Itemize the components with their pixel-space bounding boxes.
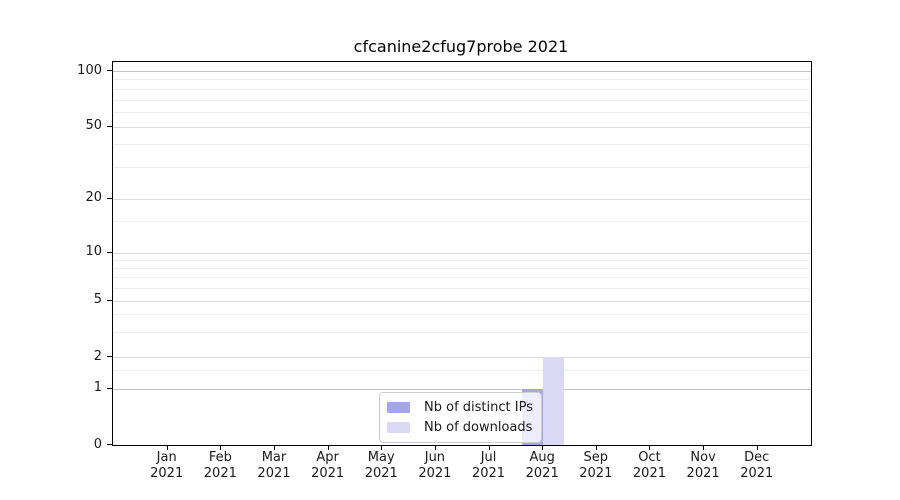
x-axis-tick-label: Feb 2021 — [180, 450, 260, 482]
x-tick-mark — [327, 445, 329, 450]
legend-swatch-downloads-icon — [387, 422, 410, 433]
y-tick-mark — [107, 444, 112, 445]
x-tick-mark — [220, 445, 222, 450]
x-tick-mark — [703, 445, 705, 450]
x-tick-year: 2021 — [311, 466, 345, 481]
gridline-minor — [113, 267, 811, 269]
y-axis-tick-label: 50 — [85, 118, 102, 133]
x-tick-mark — [166, 445, 168, 450]
x-tick-month: Mar — [261, 450, 287, 465]
x-tick-month: Feb — [208, 450, 232, 465]
bar-downloads — [543, 357, 565, 445]
y-axis-tick-label: 20 — [85, 190, 102, 205]
legend-item: Nb of downloads — [387, 419, 539, 436]
x-tick-month: Jan — [156, 450, 177, 465]
y-axis-tick-label: 0 — [93, 436, 102, 452]
legend-label: Nb of distinct IPs — [424, 400, 533, 415]
gridline-minor — [113, 259, 811, 261]
x-axis-tick-label: Jun 2021 — [395, 450, 475, 482]
x-tick-year: 2021 — [257, 466, 291, 481]
legend: Nb of distinct IPs Nb of downloads — [379, 392, 542, 443]
plot-area: Nb of distinct IPs Nb of downloads — [112, 61, 812, 446]
x-axis-tick-label: Sep 2021 — [556, 450, 636, 482]
gridline-major — [113, 388, 811, 390]
y-axis-tick-label: 10 — [85, 244, 102, 259]
x-tick-mark — [488, 445, 490, 450]
x-tick-mark — [595, 445, 597, 450]
gridline-major — [113, 300, 811, 302]
x-tick-month: Sep — [583, 450, 609, 465]
gridline-minor — [113, 331, 811, 333]
x-axis-tick-label: Nov 2021 — [663, 450, 743, 482]
gridline-major — [113, 252, 811, 254]
x-tick-month: Nov — [690, 450, 716, 465]
y-tick-mark — [107, 251, 112, 253]
gridline-minor — [113, 314, 811, 316]
x-axis-tick-label: Jan 2021 — [127, 450, 207, 482]
gridline-major — [113, 71, 811, 72]
y-tick-mark — [107, 70, 112, 71]
gridline-minor — [113, 166, 811, 168]
x-tick-mark — [756, 445, 758, 450]
y-axis-tick-label: 100 — [77, 62, 102, 78]
legend-swatch-distinct-ips-icon — [387, 402, 410, 413]
x-tick-mark — [649, 445, 651, 450]
x-axis-tick-label: Mar 2021 — [234, 450, 314, 482]
x-tick-year: 2021 — [471, 466, 506, 481]
gridline-minor — [113, 287, 811, 289]
x-tick-mark — [434, 445, 436, 450]
x-tick-month: May — [367, 450, 395, 465]
x-tick-month: Aug — [529, 450, 555, 465]
x-tick-year: 2021 — [686, 466, 720, 481]
gridline-minor — [113, 99, 811, 101]
gridline-minor — [113, 79, 811, 81]
y-axis-tick-label: 1 — [93, 380, 102, 395]
x-tick-month: Dec — [744, 450, 770, 465]
legend-item: Nb of distinct IPs — [387, 399, 539, 416]
y-axis-tick-label: 2 — [93, 348, 102, 364]
x-axis-tick-label: Apr 2021 — [288, 450, 368, 482]
x-tick-year: 2021 — [740, 466, 774, 481]
gridline-minor — [113, 111, 811, 113]
gridline-minor — [113, 277, 811, 279]
x-tick-year: 2021 — [364, 466, 398, 481]
x-axis-tick-label: Dec 2021 — [717, 450, 797, 482]
x-tick-year: 2021 — [418, 466, 452, 481]
x-tick-year: 2021 — [525, 466, 559, 481]
legend-label: Nb of downloads — [424, 420, 533, 435]
y-tick-mark — [107, 299, 112, 301]
x-axis-tick-label: Aug 2021 — [502, 450, 582, 482]
x-tick-year: 2021 — [203, 466, 237, 481]
gridline-major — [113, 357, 811, 358]
y-tick-mark — [107, 356, 112, 357]
gridline-minor — [113, 220, 811, 222]
x-tick-year: 2021 — [579, 466, 613, 481]
x-tick-mark — [273, 445, 275, 450]
chart-title: cfcanine2cfug7probe 2021 — [353, 37, 569, 56]
x-tick-month: Oct — [638, 450, 661, 465]
x-axis-tick-label: Oct 2021 — [609, 450, 689, 482]
y-tick-mark — [107, 125, 112, 127]
x-tick-mark — [542, 445, 544, 450]
x-axis-tick-label: May 2021 — [341, 450, 421, 482]
gridline-minor — [113, 144, 811, 146]
gridline-major — [113, 126, 811, 128]
x-axis-tick-label: Jul 2021 — [449, 450, 529, 482]
y-tick-mark — [107, 197, 112, 199]
y-tick-mark — [107, 387, 112, 389]
x-tick-month: Jul — [480, 450, 497, 465]
x-tick-year: 2021 — [150, 466, 184, 481]
x-tick-month: Apr — [316, 450, 339, 465]
gridline-major — [113, 198, 811, 200]
x-tick-mark — [381, 445, 383, 450]
x-tick-month: Jun — [424, 450, 446, 465]
gridline-minor — [113, 88, 811, 90]
x-tick-year: 2021 — [632, 466, 666, 481]
y-axis-tick-label: 5 — [93, 292, 102, 307]
gridline-minor — [113, 370, 811, 372]
